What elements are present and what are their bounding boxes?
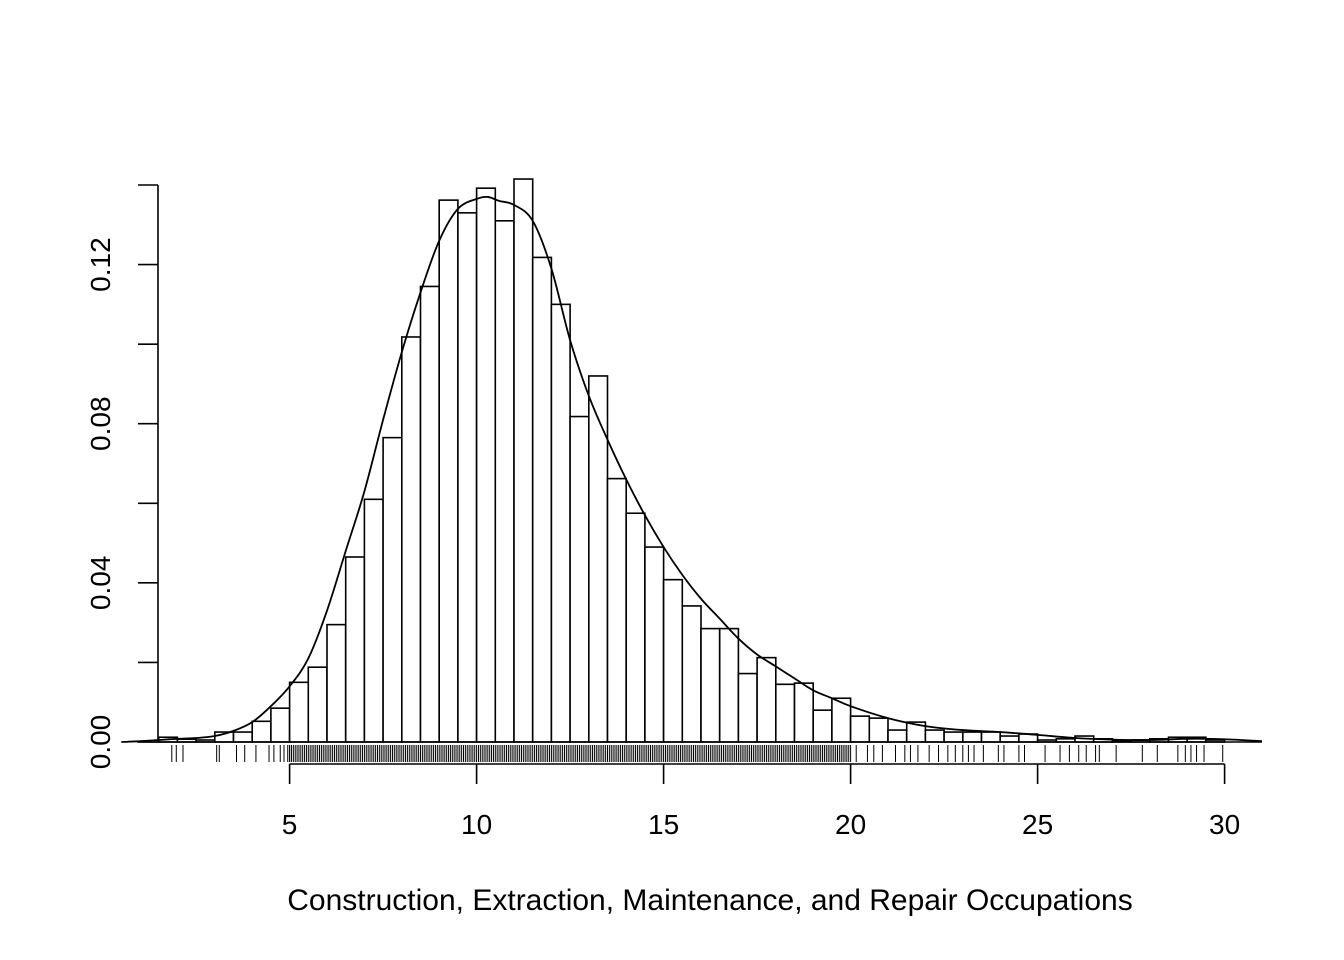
- density-layer: [121, 195, 1263, 743]
- y-tick-label: 0.04: [85, 556, 116, 611]
- histogram-bar: [344, 556, 366, 743]
- histogram-bar: [980, 731, 1002, 743]
- histogram-bar: [550, 303, 571, 743]
- histogram-bar: [737, 672, 758, 743]
- histogram-bar: [812, 709, 833, 743]
- histogram-bar: [961, 731, 983, 743]
- histogram-bar: [307, 666, 328, 743]
- histogram-bar: [718, 627, 740, 743]
- histogram-bar: [251, 720, 272, 743]
- histogram-bar: [644, 546, 665, 743]
- histogram-bar: [475, 187, 497, 743]
- histogram-bar: [587, 375, 609, 743]
- x-axis-title: Construction, Extraction, Maintenance, a…: [287, 884, 1132, 917]
- histogram-bar: [569, 415, 590, 743]
- histogram-bar: [662, 578, 684, 743]
- histogram-bar: [887, 729, 908, 743]
- histogram-bar: [700, 627, 721, 743]
- histogram-bar: [625, 512, 646, 743]
- histogram-bar: [681, 605, 702, 743]
- histogram-bar: [270, 707, 291, 743]
- y-tick-label: 0.12: [85, 237, 116, 292]
- x-tick-label: 5: [282, 809, 298, 840]
- axes-layer: 0.00 0.04 0.08 0.12 5 10 15 20 25 30: [85, 184, 1262, 840]
- histogram-bar: [326, 623, 347, 743]
- histogram-bar: [363, 498, 384, 743]
- x-tick-label: 25: [1022, 809, 1053, 840]
- histogram-bar: [531, 256, 553, 743]
- x-tick-label: 15: [648, 809, 679, 840]
- histogram-bar: [457, 212, 478, 743]
- histogram-bar: [232, 731, 254, 743]
- histogram-bar: [513, 178, 534, 743]
- x-tick-label: 10: [461, 809, 492, 840]
- histogram-bar: [868, 717, 889, 743]
- histogram-bar: [606, 477, 628, 743]
- histogram-bar: [756, 656, 777, 743]
- histogram-bar: [400, 336, 422, 743]
- histogram-bar: [438, 199, 459, 743]
- bars-layer: [157, 178, 1226, 743]
- histogram-bar: [288, 681, 310, 743]
- histogram-bar: [419, 285, 441, 743]
- histogram-bar: [849, 715, 871, 743]
- histogram-bar: [494, 220, 515, 743]
- rug-layer: [171, 745, 1224, 762]
- density-curve: [121, 195, 1263, 743]
- x-tick-label: 30: [1209, 809, 1240, 840]
- y-tick-label: 0.00: [85, 715, 116, 770]
- histogram-bar: [999, 735, 1020, 743]
- x-tick-label: 20: [835, 809, 866, 840]
- histogram-bar: [943, 731, 964, 743]
- histogram-bar: [793, 682, 815, 743]
- y-tick-label: 0.08: [85, 396, 116, 451]
- histogram-bar: [774, 683, 796, 743]
- histogram-bar: [924, 729, 945, 743]
- histogram-bar: [382, 436, 403, 743]
